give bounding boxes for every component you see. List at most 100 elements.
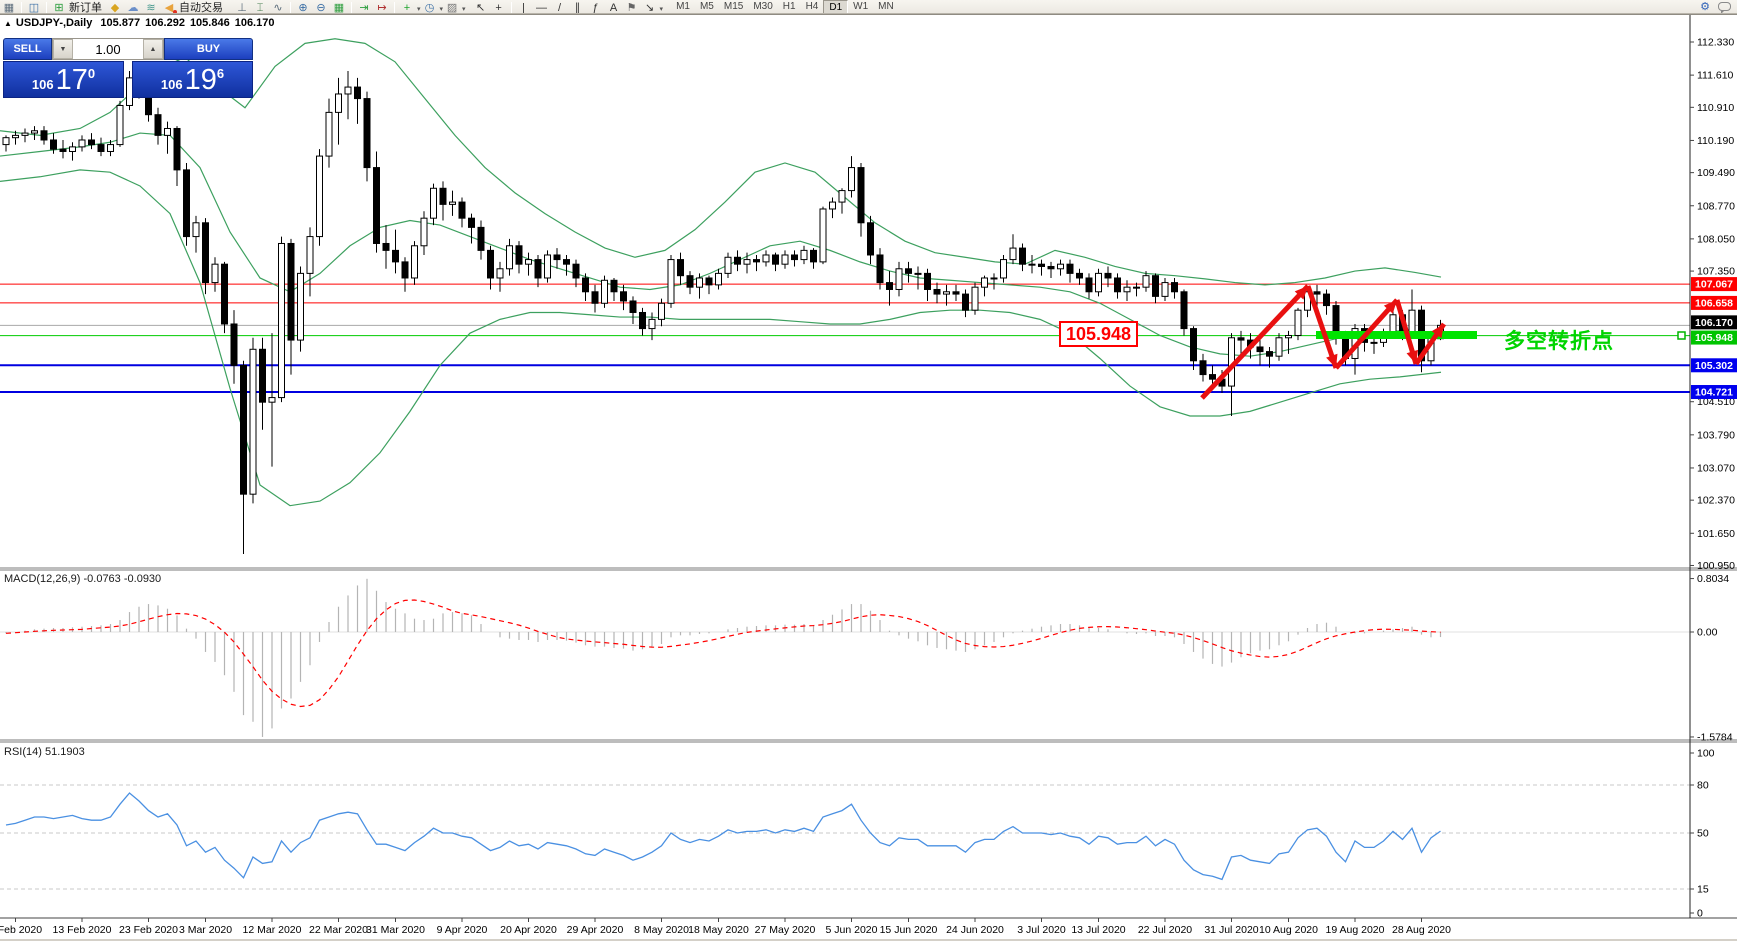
toolbar-separator	[351, 1, 352, 13]
crosshair-icon[interactable]: +	[495, 1, 502, 14]
high-value: 106.292	[145, 17, 185, 29]
candle-body	[800, 249, 808, 261]
candle-body	[829, 201, 836, 210]
vline-icon[interactable]: |	[522, 1, 525, 14]
template-icon-dropdown[interactable]: ▾	[462, 5, 466, 13]
timeframe-button-m1[interactable]: M1	[676, 0, 690, 12]
trendline-icon[interactable]: /	[558, 1, 562, 14]
candle-body	[838, 190, 846, 203]
candle-body	[1076, 272, 1083, 279]
shapes-icon[interactable]: ↘	[644, 1, 655, 14]
label-icon[interactable]: ⚑	[626, 1, 637, 14]
buy-price-display[interactable]: 106 19 6	[132, 61, 253, 98]
zoom-in-icon[interactable]: ⊕	[298, 1, 308, 14]
date-label: 13 Jul 2020	[1071, 924, 1125, 936]
collapse-marker-icon[interactable]: ▲	[4, 19, 12, 28]
buy-button[interactable]: BUY	[164, 38, 253, 60]
timeframe-button-m5[interactable]: M5	[699, 0, 714, 12]
candle-body	[363, 98, 371, 169]
trend-zigzag-segment[interactable]	[1305, 285, 1339, 369]
new-chart-icon[interactable]: ▦	[3, 1, 15, 14]
candle-body	[506, 245, 513, 270]
line-endpoint-handle[interactable]	[1677, 331, 1686, 340]
candle-body	[544, 254, 551, 279]
green-turning-zone[interactable]	[1316, 331, 1477, 339]
line-chart-icon[interactable]: ∿	[273, 1, 283, 14]
trend-zigzag-segment[interactable]	[1334, 298, 1399, 370]
bar-chart-icon[interactable]: ⊥	[237, 1, 247, 14]
add-indicator-icon[interactable]: +	[403, 1, 411, 14]
volume-input[interactable]: 1.00	[73, 39, 143, 59]
cloud-icon[interactable]: ☁	[127, 1, 139, 14]
template-icon[interactable]: ▨	[446, 1, 458, 14]
candle-body	[1057, 263, 1064, 270]
timeframe-button-m30[interactable]: M30	[753, 0, 773, 12]
add-indicator-icon-dropdown[interactable]: ▾	[417, 5, 421, 13]
timeframe-button-w1[interactable]: W1	[853, 0, 869, 12]
toolbar-separator	[46, 1, 47, 13]
timeframe-button-h4[interactable]: H4	[805, 0, 819, 12]
candle-body	[1123, 286, 1131, 293]
tile-windows-icon[interactable]: ▦	[333, 1, 345, 14]
candle-body	[1266, 351, 1273, 357]
market-watch-icon[interactable]: ◫	[28, 1, 40, 14]
autotrade-label[interactable]: 自动交易	[179, 1, 223, 14]
price-tick-label: 100.950	[1697, 560, 1735, 572]
bottom-strip	[0, 939, 1737, 941]
price-level-tag[interactable]: 105.948	[1059, 321, 1138, 347]
fibonacci-icon[interactable]: ƒ	[592, 1, 599, 14]
sell-price-big: 17	[55, 64, 88, 96]
toolbar-left-icons: ▦ ◫ ⊞ 新订单 ◆ ☁ ≋ ◀ 自动交易 ⊥ ⌶ ∿ ⊕ ⊖ ▦ ⇥ ↦ + ▾ ◷ ▾ ▨ ▾ ↖ + | — / ∥ ƒ A ⚑ ↘ ▾	[0, 0, 669, 14]
trend-arrowhead	[1431, 324, 1444, 339]
timeframe-button-d1[interactable]: D1	[823, 0, 849, 13]
date-label: 31 Jul 2020	[1204, 924, 1258, 936]
sell-price-prefix: 106	[31, 77, 54, 92]
candle-body	[943, 291, 950, 295]
candle-body	[1028, 263, 1036, 266]
wrench-icon[interactable]: ⚙	[1700, 0, 1710, 13]
autotrade-badge	[173, 9, 177, 13]
timeframe-button-mn[interactable]: MN	[878, 0, 894, 12]
new-order-icon[interactable]: ⊞	[54, 1, 64, 14]
sell-price-display[interactable]: 106 17 0	[3, 61, 124, 98]
autotrade-icon[interactable]: ◀	[160, 1, 178, 13]
trend-arrowhead	[1294, 286, 1308, 300]
period-icon[interactable]: ◷	[424, 1, 435, 14]
turning-point-annotation[interactable]: 多空转折点	[1504, 330, 1614, 353]
cursor-icon[interactable]: ↖	[475, 1, 486, 14]
candle-body	[1000, 259, 1007, 279]
candle-body	[610, 279, 618, 293]
open-value: 105.877	[100, 17, 141, 29]
toolbar-separator	[394, 1, 395, 13]
new-order-label[interactable]: 新订单	[69, 1, 102, 14]
candlestick-chart-icon[interactable]: ⌶	[256, 1, 264, 14]
period-icon-dropdown[interactable]: ▾	[439, 5, 444, 13]
candle-body	[354, 86, 361, 100]
market-icon[interactable]: ◆	[110, 1, 120, 14]
price-marker-label	[1691, 277, 1737, 292]
shapes-icon-dropdown[interactable]: ▾	[659, 5, 664, 13]
price-tick-label: 109.490	[1697, 167, 1735, 179]
chat-bubble-icon[interactable]	[1718, 2, 1731, 13]
timeframe-button-m15[interactable]: M15	[723, 0, 744, 12]
hline-icon[interactable]: —	[536, 1, 548, 14]
signals-icon[interactable]: ≋	[146, 1, 156, 14]
volume-decrease-button[interactable]: ▼	[53, 39, 73, 59]
volume-increase-button[interactable]: ▲	[143, 39, 163, 59]
chart-shift-icon[interactable]: ↦	[377, 1, 387, 14]
date-label: 31 Mar 2020	[366, 924, 425, 936]
sell-button[interactable]: SELL	[3, 38, 52, 60]
candle-body	[1161, 282, 1169, 297]
rsi-axis-label: 80	[1697, 780, 1709, 792]
auto-scroll-icon[interactable]: ⇥	[359, 1, 369, 14]
zoom-out-icon[interactable]: ⊖	[316, 1, 326, 14]
date-label: 23 Feb 2020	[119, 924, 178, 936]
channel-icon[interactable]: ∥	[574, 1, 581, 14]
candle-body	[1313, 291, 1321, 295]
trend-zigzag-segment[interactable]	[1200, 284, 1310, 400]
text-icon[interactable]: A	[609, 1, 618, 14]
price-tick-label: 108.770	[1697, 200, 1735, 212]
timeframe-button-h1[interactable]: H1	[782, 0, 796, 12]
candle-body	[344, 86, 352, 95]
